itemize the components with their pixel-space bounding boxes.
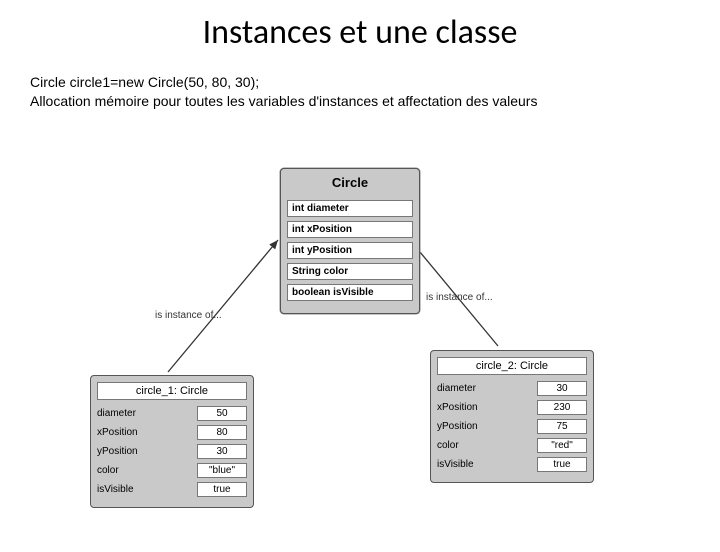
edge-label-right: is instance of...: [426, 292, 493, 303]
instance-box-left: circle_1: Circle diameter 50 xPosition 8…: [90, 375, 254, 508]
attr-value: "red": [537, 438, 587, 453]
attr-label: color: [97, 465, 119, 476]
attr-value: true: [197, 482, 247, 497]
attr-label: isVisible: [97, 484, 134, 495]
attr-value: 80: [197, 425, 247, 440]
code-line: Circle circle1=new Circle(50, 80, 30);: [30, 73, 720, 92]
instance-row: diameter 30: [437, 381, 587, 396]
class-attr: String color: [287, 263, 413, 280]
attr-label: yPosition: [97, 446, 138, 457]
attr-label: isVisible: [437, 459, 474, 470]
attr-label: yPosition: [437, 421, 478, 432]
attr-value: 75: [537, 419, 587, 434]
class-name: Circle: [287, 173, 413, 196]
class-box: Circle int diameter int xPosition int yP…: [280, 168, 420, 314]
instance-row: color "red": [437, 438, 587, 453]
instance-row: isVisible true: [437, 457, 587, 472]
attr-label: diameter: [97, 408, 136, 419]
edge-label-left: is instance of...: [155, 310, 222, 321]
instance-row: yPosition 75: [437, 419, 587, 434]
instance-row: diameter 50: [97, 406, 247, 421]
attr-label: xPosition: [437, 402, 478, 413]
attr-value: 50: [197, 406, 247, 421]
instance-title: circle_1: Circle: [97, 382, 247, 400]
instance-title: circle_2: Circle: [437, 357, 587, 375]
instance-row: color "blue": [97, 463, 247, 478]
description-line: Allocation mémoire pour toutes les varia…: [30, 92, 720, 111]
attr-value: 30: [197, 444, 247, 459]
class-attr: int yPosition: [287, 242, 413, 259]
class-attr: int xPosition: [287, 221, 413, 238]
attr-value: 30: [537, 381, 587, 396]
attr-label: color: [437, 440, 459, 451]
diagram-area: is instance of... is instance of... Circ…: [100, 160, 600, 540]
class-attr: int diameter: [287, 200, 413, 217]
page-title: Instances et une classe: [0, 12, 720, 53]
instance-row: yPosition 30: [97, 444, 247, 459]
attr-label: xPosition: [97, 427, 138, 438]
class-attr: boolean isVisible: [287, 284, 413, 301]
attr-value: true: [537, 457, 587, 472]
instance-row: isVisible true: [97, 482, 247, 497]
attr-value: 230: [537, 400, 587, 415]
instance-box-right: circle_2: Circle diameter 30 xPosition 2…: [430, 350, 594, 483]
instance-row: xPosition 80: [97, 425, 247, 440]
attr-value: "blue": [197, 463, 247, 478]
attr-label: diameter: [437, 383, 476, 394]
instance-row: xPosition 230: [437, 400, 587, 415]
